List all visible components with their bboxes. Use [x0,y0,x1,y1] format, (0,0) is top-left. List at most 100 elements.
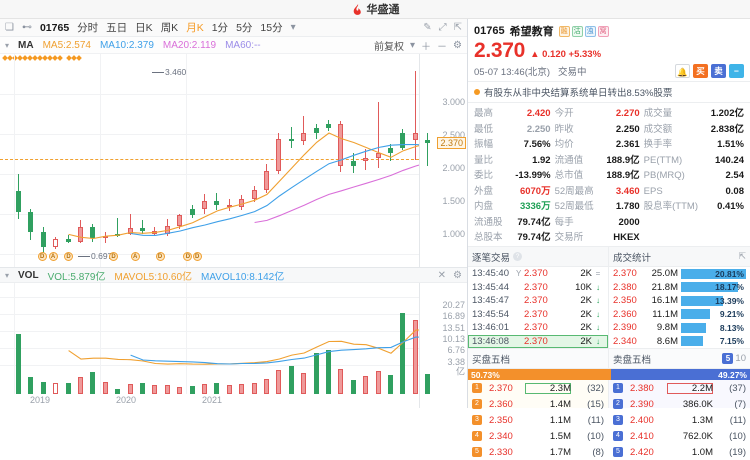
tag-margin[interactable]: 融 [558,25,570,37]
period-daily[interactable]: 日K [135,22,153,34]
buy-button[interactable]: 买 [693,64,708,79]
minus-icon[interactable]: － [437,41,448,53]
ask-row[interactable]: 2 2.390 386.0K (7) [609,396,750,412]
period-five-day[interactable]: 五日 [106,22,128,34]
period-5min[interactable]: 5分 [236,22,253,34]
pin-icon[interactable]: ⊷ [21,22,32,33]
tick-row[interactable]: 13:45:40 Y 2.370 2K = [468,267,608,281]
tick-direction-icon: ↓ [596,296,600,306]
period-weekly[interactable]: 周K [160,22,179,34]
tick-row[interactable]: 13:46:08 2.370 2K ↓ [468,334,608,349]
tick-row[interactable]: 13:45:44 2.370 10K ↓ [468,281,608,295]
distribution-row[interactable]: 2.390 9.8M 8.13% [609,321,750,335]
dividend-marker[interactable]: D [37,252,47,261]
distribution-row[interactable]: 2.350 16.1M 13.39% [609,294,750,308]
tag-warrant[interactable]: 窝 [597,25,609,37]
dividend-marker[interactable]: D [155,252,165,261]
ask-volume: 1.0M [691,446,713,458]
caret-down-icon[interactable]: ▾ [5,270,10,280]
caret-down-icon[interactable]: ▾ [410,39,416,51]
book-icon[interactable]: ❏ [5,22,14,33]
tick-row[interactable]: 13:45:54 2.370 2K ↓ [468,308,608,322]
announcement-banner[interactable]: 有股东从非中央结算系统单日转出8.53%股票 [468,82,750,104]
dist-bar [681,309,710,320]
level-10-button[interactable]: 10 [735,353,746,365]
tick-list[interactable]: 13:45:40 Y 2.370 2K = 13:45:44 2.370 10K ↓ 13:45:… [468,267,609,349]
dist-bar [681,322,707,333]
volume-bar [102,381,108,394]
bid-row[interactable]: 1 2.370 2.3M (32) [468,380,608,396]
tick-direction-icon: ↓ [596,282,600,292]
collapse-button[interactable]: − [729,64,744,79]
plus-icon[interactable]: ＋ [421,41,432,53]
level-5-button[interactable]: 5 [722,353,734,365]
distribution-row[interactable]: 2.360 11.1M 9.21% [609,308,750,322]
candle [202,54,208,267]
distribution-row[interactable]: 2.370 25.0M 20.81% [609,267,750,281]
candle [40,54,47,267]
candle [152,54,158,267]
tick-direction-icon: ↓ [596,336,600,346]
fullscreen-icon[interactable]: ⤢ [438,22,447,33]
tick-direction-icon: ↓ [596,309,600,319]
close-icon[interactable]: ✕ [437,269,447,281]
bid-row[interactable]: 4 2.340 1.5M (10) [468,428,608,444]
bid-row[interactable]: 2 2.360 1.4M (15) [468,396,608,412]
bid-price: 2.350 [489,414,513,426]
distribution-row[interactable]: 2.340 8.6M 7.15% [609,335,750,349]
caret-down-icon[interactable]: ▾ [5,40,10,50]
tick-row[interactable]: 13:46:01 2.370 2K ↓ [468,321,608,335]
bid-volume: 2.3M [525,383,571,394]
ask-row[interactable]: 4 2.410 762.0K (10) [609,428,750,444]
bid-row[interactable]: 3 2.350 1.1M (11) [468,412,608,428]
high-price-annotation: 3.460 [152,67,186,77]
period-intraday[interactable]: 分时 [77,22,99,34]
bid-row[interactable]: 5 2.330 1.7M (8) [468,444,608,460]
price-change: ▲ 0.120 +5.33% [530,49,601,60]
volume-indicator-bar: ▾ VOL VOL:5.879亿 MAVOL5:10.60亿 MAVOL10:8… [0,268,467,283]
alert-bell-icon[interactable]: 🔔 [675,64,690,79]
period-15min[interactable]: 15分 [260,22,283,34]
stat-value: 2.270 [615,108,640,120]
candle [412,54,419,267]
pencil-icon[interactable]: ✎ [423,22,432,33]
tag-short[interactable]: 沽 [571,25,583,37]
period-1min[interactable]: 1分 [211,22,229,34]
dividend-marker[interactable]: D [192,252,202,261]
dividend-marker[interactable]: A [130,252,140,261]
ask-column[interactable]: 1 2.380 2.2M (37) 2 2.390 386.0K (7) 3 2.400 1.3M (… [609,380,750,458]
tick-qty: 2K [580,335,592,347]
volume-bar [338,369,344,394]
stat-label: 总股本 [474,232,503,244]
chevron-down-icon[interactable]: ▾ [290,22,296,33]
adjust-mode-label[interactable]: 前复权 [374,41,404,53]
popout-icon[interactable]: ⇱ [453,22,462,33]
candle [326,54,332,267]
period-monthly[interactable]: 月K [186,22,204,34]
dividend-marker[interactable]: D [183,252,193,261]
gear-icon[interactable]: ⚙ [453,39,462,51]
question-icon[interactable]: ? [513,252,523,262]
bid-volume: 1.1M [549,414,571,426]
bid-column[interactable]: 1 2.370 2.3M (32) 2 2.360 1.4M (15) 3 2.350 1.1M (1… [468,380,609,458]
volume-bar [301,373,307,394]
ask-row[interactable]: 3 2.400 1.3M (11) [609,412,750,428]
tick-row[interactable]: 13:45:47 2.370 2K ↓ [468,294,608,308]
dividend-marker[interactable]: D [64,252,74,261]
ask-row[interactable]: 5 2.420 1.0M (19) [609,444,750,460]
gear-icon[interactable]: ⚙ [453,269,462,281]
ask-price: 2.400 [630,414,654,426]
tick-direction-icon: ↓ [596,323,600,333]
dividend-marker[interactable]: A [48,252,58,261]
dist-percent: 7.15% [719,336,744,347]
dividend-marker[interactable]: D [109,252,118,261]
ask-row[interactable]: 1 2.380 2.2M (37) [609,380,750,396]
distribution-row[interactable]: 2.380 21.8M 18.17% [609,281,750,295]
period-toolbar: ❏ ⊷ 01765 分时 五日 日K 周K 月K 1分 5分 15分 ▾ ✎ ⤢… [0,19,467,37]
sell-button[interactable]: 卖 [711,64,726,79]
volume-chart[interactable]: 20.27 16.89 13.51 10.13 6.76 3.38 亿 2019 2020 20… [0,283,467,408]
tag-turnover[interactable]: 浊 [584,25,596,37]
expand-icon[interactable]: ⇱ [738,251,746,262]
price-distribution-list[interactable]: 2.370 25.0M 20.81% 2.380 21.8M 18.17% 2.350 16.… [609,267,750,348]
